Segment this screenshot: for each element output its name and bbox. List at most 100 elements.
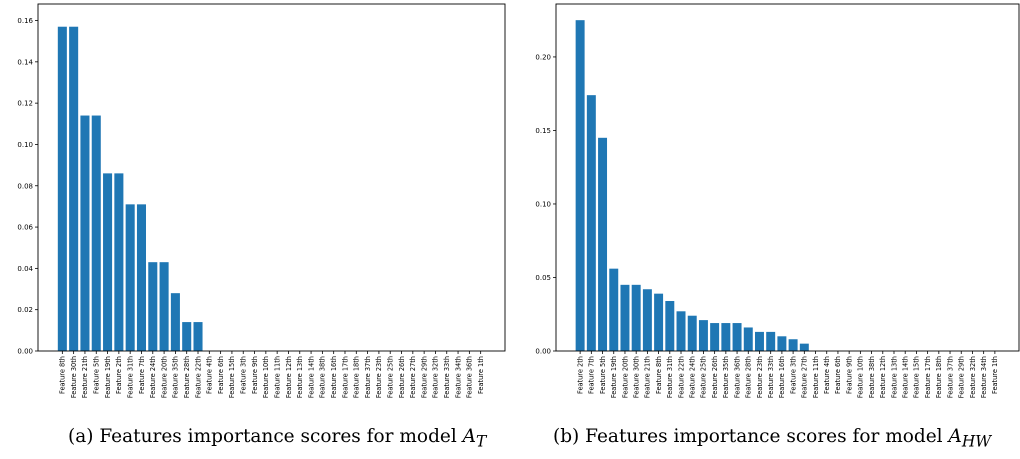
x-tick-label: Feature 26th <box>398 356 406 398</box>
y-tick-label: 0.14 <box>17 58 33 66</box>
x-tick-label: Feature 13th <box>890 356 898 398</box>
x-tick-label: Feature 18th <box>353 356 361 398</box>
bar <box>136 204 146 351</box>
y-tick-label: 0.10 <box>535 200 551 208</box>
x-tick-label: Feature 38th <box>319 356 327 398</box>
x-tick-label: Feature 29th <box>420 356 428 398</box>
x-tick-label: Feature 22th <box>677 356 685 398</box>
y-tick-label: 0.02 <box>17 306 33 314</box>
x-tick-label: Feature 33th <box>443 356 451 398</box>
x-tick-label: Feature 36th <box>466 356 474 398</box>
caption-b-text: (b) Features importance scores for model <box>553 426 949 447</box>
bar <box>665 301 675 351</box>
y-tick-label: 0.08 <box>17 182 33 190</box>
caption-a-text: (a) Features importance scores for model <box>68 426 463 447</box>
bar <box>777 336 787 351</box>
bar <box>642 289 652 351</box>
x-tick-label: Feature 30th <box>70 356 78 398</box>
x-tick-label: Feature 23th <box>756 356 764 398</box>
x-tick-label: Feature 17th <box>341 356 349 398</box>
x-tick-label: Feature 1th <box>477 356 485 394</box>
x-tick-label: Feature 37th <box>364 356 372 398</box>
x-tick-label: Feature 31th <box>666 356 674 398</box>
y-tick-label: 0.00 <box>17 348 33 356</box>
x-tick-label: Feature 4th <box>823 356 831 394</box>
x-tick-label: Feature 25th <box>387 356 395 398</box>
x-tick-label: Feature 36th <box>733 356 741 398</box>
x-tick-label: Feature 1th <box>991 356 999 394</box>
x-tick-label: Feature 3th <box>240 356 248 394</box>
bar <box>710 323 720 351</box>
plot-frame <box>37 3 506 352</box>
x-tick-label: Feature 35th <box>172 356 180 398</box>
x-tick-label: Feature 9th <box>251 356 259 394</box>
x-tick-label: Feature 2th <box>115 356 123 394</box>
bar <box>754 331 764 351</box>
x-tick-label: Feature 11th <box>273 356 281 398</box>
y-tick-label: 0.05 <box>535 274 551 282</box>
x-tick-label: Feature 9th <box>845 356 853 394</box>
y-tick-label: 0.04 <box>17 265 33 273</box>
bar <box>182 322 192 351</box>
x-tick-label: Feature 18th <box>935 356 943 398</box>
y-tick-label: 0.12 <box>17 100 33 108</box>
bar <box>170 293 180 351</box>
x-tick-label: Feature 2th <box>576 356 584 394</box>
x-tick-label: Feature 27th <box>801 356 809 398</box>
bar <box>159 262 169 351</box>
x-tick-label: Feature 21th <box>644 356 652 398</box>
caption-b-subscript: HW <box>961 432 992 451</box>
caption-b-symbol: A <box>948 426 962 447</box>
x-tick-label: Feature 16th <box>330 356 338 398</box>
bar <box>766 331 776 351</box>
y-tick-label: 0.06 <box>17 224 33 232</box>
bar <box>57 26 67 351</box>
bar <box>721 323 731 351</box>
x-tick-label: Feature 19th <box>104 356 112 398</box>
x-tick-label: Feature 8th <box>59 356 67 394</box>
bar <box>631 284 641 351</box>
x-tick-label: Feature 22th <box>194 356 202 398</box>
bar <box>80 115 90 351</box>
y-tick-label: 0.15 <box>535 127 551 135</box>
bar <box>114 173 124 351</box>
x-tick-label: Feature 15th <box>228 356 236 398</box>
y-tick-label: 0.16 <box>17 17 33 25</box>
bar <box>732 323 742 351</box>
x-tick-label: Feature 32th <box>432 356 440 398</box>
x-tick-label: Feature 34th <box>454 356 462 398</box>
x-tick-label: Feature 28th <box>183 356 191 398</box>
x-tick-label: Feature 26th <box>711 356 719 398</box>
x-tick-label: Feature 31th <box>126 356 134 398</box>
caption-b: (b) Features importance scores for model… <box>553 426 991 451</box>
x-tick-label: Feature 14th <box>901 356 909 398</box>
bar <box>743 327 753 351</box>
x-tick-label: Feature 19th <box>610 356 618 398</box>
caption-a: (a) Features importance scores for model… <box>68 426 486 451</box>
y-tick-label: 0.10 <box>17 141 33 149</box>
x-tick-label: Feature 7th <box>138 356 146 394</box>
x-tick-label: Feature 12th <box>285 356 293 398</box>
bar <box>103 173 113 351</box>
bar <box>575 20 585 351</box>
bar <box>193 322 203 351</box>
x-tick-label: Feature 5th <box>93 356 101 394</box>
x-tick-label: Feature 15th <box>913 356 921 398</box>
x-tick-label: Feature 17th <box>924 356 932 398</box>
x-tick-label: Feature 24th <box>149 356 157 398</box>
x-tick-label: Feature 25th <box>700 356 708 398</box>
x-tick-label: Feature 32th <box>969 356 977 398</box>
bar <box>799 343 809 351</box>
x-tick-label: Feature 37th <box>946 356 954 398</box>
x-tick-label: Feature 7th <box>588 356 596 394</box>
x-tick-label: Feature 20th <box>160 356 168 398</box>
bar <box>125 204 135 351</box>
plot-frame <box>555 3 1020 352</box>
x-tick-label: Feature 33th <box>767 356 775 398</box>
x-tick-label: Feature 10th <box>857 356 865 398</box>
x-tick-label: Feature 5th <box>599 356 607 394</box>
bar <box>91 115 101 351</box>
x-tick-label: Feature 34th <box>980 356 988 398</box>
bar <box>609 268 619 351</box>
x-tick-label: Feature 6th <box>834 356 842 394</box>
